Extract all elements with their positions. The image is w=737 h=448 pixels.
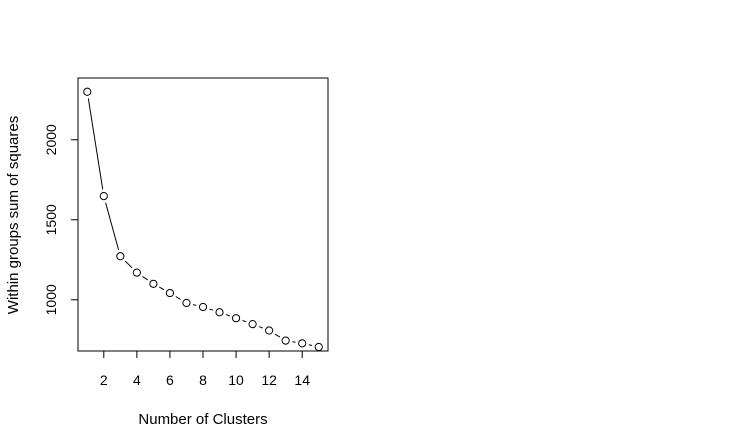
x-tick-label: 4: [133, 372, 141, 388]
series-line-segment: [159, 286, 165, 291]
x-tick-label: 8: [199, 372, 207, 388]
data-point: [149, 279, 158, 288]
data-point: [132, 268, 141, 277]
data-point: [231, 314, 241, 323]
x-tick-label: 6: [166, 372, 174, 388]
series-points: [83, 87, 323, 352]
data-point: [298, 339, 307, 348]
series-line-segment: [242, 320, 247, 323]
data-point: [215, 308, 224, 317]
series-line-segment: [105, 202, 120, 250]
data-point: [198, 302, 208, 312]
data-point: [248, 320, 257, 329]
series-line-segment: [308, 344, 313, 347]
data-point: [281, 336, 290, 345]
y-axis-label: Within groups sum of squares: [5, 116, 22, 314]
data-point: [265, 326, 274, 335]
series-line-segment: [175, 296, 181, 300]
y-tick-label: 1500: [43, 204, 59, 235]
series-line-segment: [124, 260, 133, 269]
data-point: [83, 87, 92, 96]
x-tick-label: 14: [294, 372, 310, 388]
data-point: [314, 342, 323, 352]
x-tick-label: 12: [261, 372, 277, 388]
series-line-segment: [192, 304, 197, 306]
data-point: [116, 252, 125, 261]
x-axis: 2 4 6 8 10 12 14: [100, 350, 310, 388]
data-point: [99, 191, 108, 201]
y-tick-label: 1000: [43, 284, 59, 315]
series-line-segment: [274, 333, 281, 338]
data-point: [165, 288, 175, 298]
x-tick-label: 10: [228, 372, 244, 388]
series-line-segment: [292, 341, 296, 343]
series-line: [87, 98, 313, 347]
series-line-segment: [87, 98, 104, 190]
y-tick-label: 2000: [43, 124, 59, 155]
series-line-segment: [142, 275, 149, 281]
x-axis-label: Number of Clusters: [138, 411, 267, 428]
series-line-segment: [225, 314, 230, 317]
y-axis: 1000 1500 2000: [43, 124, 79, 315]
data-point: [182, 298, 191, 308]
series-line-segment: [209, 308, 214, 311]
series-line-segment: [258, 326, 263, 329]
x-tick-label: 2: [100, 372, 108, 388]
